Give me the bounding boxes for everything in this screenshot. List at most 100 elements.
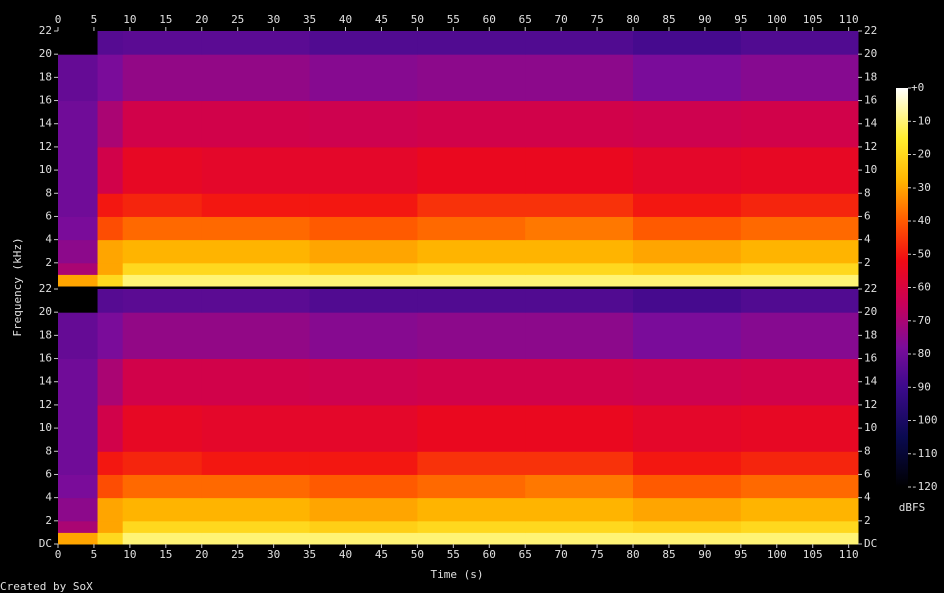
spectrum-cell (740, 532, 859, 545)
y-axis-label: Frequency (kHz) (11, 237, 24, 336)
y-tick-label: 10 (864, 421, 877, 434)
spectrum-cell (58, 216, 99, 241)
spectrum-cell (309, 262, 418, 275)
spectrum-cell (97, 474, 124, 499)
x-tick-label: 20 (195, 13, 208, 26)
spectrum-cell (740, 31, 859, 55)
colorbar-tick-label: -90 (911, 380, 931, 393)
spectrum-cell (122, 474, 203, 499)
spectrum-cell (740, 262, 859, 275)
y-tick-label: 16 (864, 352, 877, 365)
spectrum-cell (122, 451, 203, 475)
spectrum-cell (122, 404, 203, 452)
colorbar-tick-label: -40 (911, 214, 931, 227)
spectrum-cell (633, 532, 742, 545)
y-tick-label: 8 (45, 186, 52, 199)
y-tick-label: 16 (39, 352, 52, 365)
y-tick-label: 10 (39, 421, 52, 434)
spectrum-cell (201, 239, 311, 264)
x-tick-label: 5 (91, 13, 98, 26)
spectrum-cell (740, 520, 859, 533)
y-tick-label: 18 (39, 70, 52, 83)
x-tick-label: 65 (519, 13, 532, 26)
y-tick-label: 16 (864, 94, 877, 107)
y-tick-label: 14 (864, 117, 878, 130)
x-tick-label: 100 (767, 548, 787, 561)
y-tick-label: 4 (45, 491, 52, 504)
spectrum-cell (201, 497, 311, 522)
colorbar-tick-label: -120 (911, 480, 938, 493)
spectrum-cell (525, 404, 634, 452)
y-tick-label: 14 (39, 375, 53, 388)
spectrum-cell (97, 216, 124, 241)
spectrum-cell (97, 274, 124, 287)
x-tick-label: 100 (767, 13, 787, 26)
y-tick-label: 10 (39, 163, 52, 176)
spectrum-cell (309, 54, 418, 102)
x-tick-label: 60 (483, 13, 496, 26)
spectrum-cell (201, 532, 311, 545)
x-tick-label: 95 (734, 548, 747, 561)
y-tick-label: 4 (864, 233, 871, 246)
x-tick-label: 25 (231, 548, 244, 561)
spectrum-cell (417, 474, 526, 499)
spectrum-cell (122, 358, 203, 406)
spectrum-cell (201, 54, 311, 102)
spectrum-cell (525, 358, 634, 406)
y-tick-label: 18 (864, 328, 877, 341)
spectrum-cell (633, 31, 742, 55)
x-tick-label: 45 (375, 13, 388, 26)
spectrum-cell (417, 262, 526, 275)
spectrum-cell (740, 100, 859, 148)
y-tick-label: 12 (864, 398, 877, 411)
spectrum-cell (417, 451, 526, 475)
colorbar-tick-label: -100 (911, 414, 938, 427)
colorbar-tick-label: -20 (911, 148, 931, 161)
x-tick-label: 85 (662, 13, 675, 26)
spectrum-cell (122, 312, 203, 360)
spectrum-cell (97, 31, 124, 55)
x-tick-label: 20 (195, 548, 208, 561)
y-tick-label: 6 (45, 209, 52, 222)
y-tick-label: 22 (864, 24, 877, 37)
spectrum-cell (417, 239, 526, 264)
spectrum-cell (525, 31, 634, 55)
spectrum-cell (201, 146, 311, 194)
spectrum-cell (740, 193, 859, 217)
spectrum-cell (525, 532, 634, 545)
x-tick-label: 30 (267, 13, 280, 26)
spectrum-cell (122, 262, 203, 275)
spectrum-cell (201, 520, 311, 533)
spectrum-cell (525, 262, 634, 275)
spectrum-cell (122, 289, 203, 313)
x-tick-label: 15 (159, 13, 172, 26)
x-tick-label: 40 (339, 13, 352, 26)
y-tick-label: 12 (39, 398, 52, 411)
spectrum-cell (309, 31, 418, 55)
y-tick-label: 4 (864, 491, 871, 504)
spectrum-cell (417, 532, 526, 545)
spectrum-cell (309, 312, 418, 360)
x-tick-label: 60 (483, 548, 496, 561)
spectrum-cell (58, 100, 99, 148)
y-tick-label: 14 (39, 117, 53, 130)
spectrum-cell (309, 497, 418, 522)
spectrum-cell (525, 54, 634, 102)
x-tick-label: 0 (55, 13, 62, 26)
colorbar-tick-label: -110 (911, 447, 938, 460)
spectrum-cell (633, 497, 742, 522)
x-tick-label: 55 (447, 548, 460, 561)
x-tick-label: 25 (231, 13, 244, 26)
spectrum-cell (201, 216, 311, 241)
spectrum-cell (58, 262, 99, 275)
x-tick-label: 50 (411, 548, 424, 561)
spectrum-cell (525, 216, 634, 241)
spectrum-cell (58, 532, 99, 545)
spectrum-cell (633, 193, 742, 217)
y-tick-label: 18 (864, 70, 877, 83)
x-tick-label: 105 (803, 548, 823, 561)
x-tick-label: 35 (303, 13, 316, 26)
y-tick-label: 22 (864, 282, 877, 295)
spectrum-cell (122, 216, 203, 241)
y-tick-label: 10 (864, 163, 877, 176)
